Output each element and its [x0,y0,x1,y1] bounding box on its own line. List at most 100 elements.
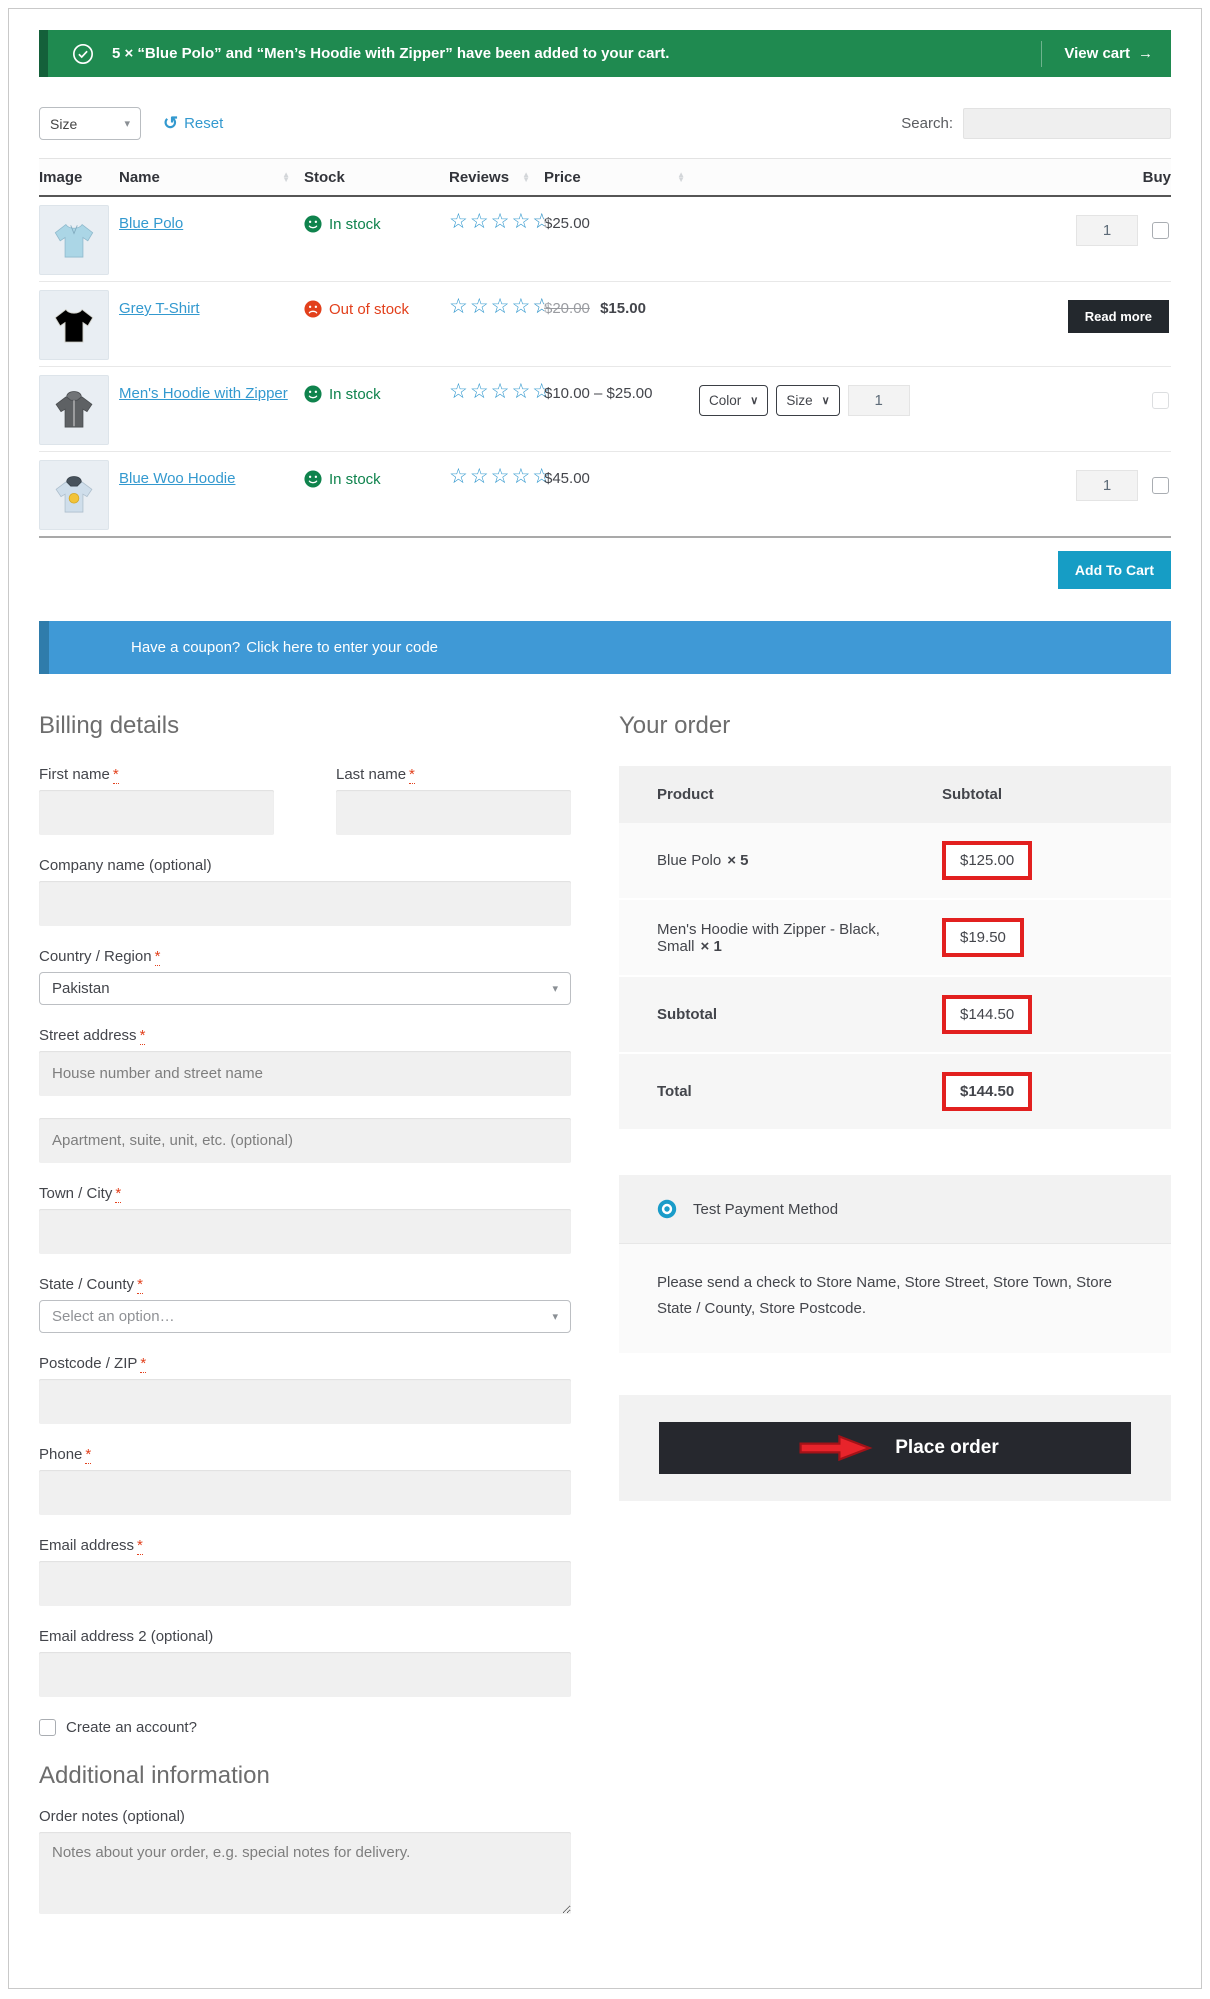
size-filter-value: Size [50,115,78,132]
product-link[interactable]: Grey T-Shirt [119,300,200,317]
city-field[interactable] [39,1209,571,1254]
quantity-input[interactable] [1076,215,1138,246]
product-thumbnail[interactable] [39,205,109,275]
product-link[interactable]: Men's Hoodie with Zipper [119,385,288,402]
item-subtotal: $19.50 [960,929,1006,946]
state-select[interactable]: Select an option… ▾ [39,1300,571,1333]
price: $25.00 [544,215,590,232]
phone-label: Phone * [39,1446,92,1464]
quantity-input[interactable] [847,385,910,416]
order-notes-label: Order notes (optional) [39,1808,185,1825]
postcode-field[interactable] [39,1379,571,1424]
old-price: $20.00 [544,300,590,317]
divider [1041,40,1043,67]
col-name[interactable]: Name ▲ ▼ [119,169,290,186]
sale-price: $15.00 [600,300,646,317]
radio-selected-icon [657,1199,677,1219]
order-section: Your order Product Subtotal Blue Polo × 5… [619,712,1171,1941]
annotation-box: $144.50 [942,1072,1033,1111]
create-account-checkbox[interactable] [39,1719,56,1736]
street-label: Street address * [39,1027,146,1045]
sort-icon[interactable]: ▲ ▼ [282,170,290,184]
chevron-down-icon: ▾ [552,1311,558,1323]
star-rating[interactable]: ☆☆☆☆☆ ☆ [449,295,554,318]
color-variation-select[interactable]: Color ∨ [699,385,769,416]
required-asterisk: * [139,1027,146,1045]
product-link[interactable]: Blue Polo [119,215,184,232]
company-field[interactable] [39,881,571,926]
order-subtotal: $144.50 [960,1006,1015,1023]
street-address-field[interactable] [39,1051,571,1096]
star-rating[interactable]: ☆☆☆☆☆ ☆ [449,210,554,233]
cart-notice: 5 × “Blue Polo” and “Men’s Hoodie with Z… [39,30,1171,77]
table-toolbar: Size ▾ ↺ Reset Search: [39,107,1171,140]
postcode-label: Postcode / ZIP * [39,1355,147,1373]
coupon-link[interactable]: Click here to enter your code [246,639,439,656]
payment-description: Please send a check to Store Name, Store… [619,1244,1171,1353]
chevron-down-icon: ▾ [124,118,130,130]
phone-field[interactable] [39,1470,571,1515]
view-cart-button[interactable]: View cart → [1064,45,1153,62]
country-value: Pakistan [52,980,110,997]
payment-methods: Test Payment Method Please send a check … [619,1175,1171,1353]
stock-status: In stock [304,203,449,233]
product-table: Image Name ▲ ▼ Stock Reviews ▲ ▼ Price ▲ ▼ Buy… [39,158,1171,538]
buy-checkbox[interactable] [1152,477,1169,494]
order-notes-textarea[interactable] [39,1832,571,1914]
smiley-icon [304,385,322,403]
price: $10.00 – $25.00 [544,385,653,402]
buy-checkbox-disabled [1152,392,1169,409]
email-label: Email address * [39,1537,143,1555]
product-link[interactable]: Blue Woo Hoodie [119,470,236,487]
add-to-cart-button[interactable]: Add To Cart [1057,551,1171,589]
size-variation-select[interactable]: Size ∨ [776,385,840,416]
street-address-2-field[interactable] [39,1118,571,1163]
star-rating[interactable]: ☆☆☆☆☆ [449,465,554,488]
reset-icon: ↺ [163,113,179,133]
stock-status: In stock [304,458,449,488]
create-account-row[interactable]: Create an account? [39,1719,571,1736]
annotation-box: $144.50 [942,995,1033,1034]
annotation-box: $19.50 [942,918,1024,957]
order-col-subtotal: Subtotal [942,786,1002,803]
table-row: Blue Woo Hoodie In stock ☆☆☆☆☆ $45.00 [39,452,1171,538]
country-select[interactable]: Pakistan ▾ [39,972,571,1005]
last-name-field[interactable] [336,790,571,835]
sort-icon[interactable]: ▲ ▼ [522,170,530,184]
read-more-button[interactable]: Read more [1067,300,1169,333]
product-thumbnail[interactable] [39,375,109,445]
sort-icon[interactable]: ▲ ▼ [677,170,685,184]
col-price[interactable]: Price ▲ ▼ [544,169,685,186]
stock-status: Out of stock [304,288,449,318]
required-asterisk: * [140,1355,147,1373]
smiley-icon [304,215,322,233]
quantity-input[interactable] [1076,470,1138,501]
last-name-label: Last name * [336,766,415,784]
col-buy: Buy [1142,169,1171,186]
table-row: Grey T-Shirt Out of stock ☆☆☆☆☆ ☆ $20.00 … [39,282,1171,367]
payment-method-label: Test Payment Method [693,1200,839,1218]
email-2-field[interactable] [39,1652,571,1697]
col-reviews[interactable]: Reviews ▲ ▼ [449,169,530,186]
coupon-text: Have a coupon? [131,639,241,656]
reset-filter-link[interactable]: ↺ Reset [163,113,224,133]
company-label: Company name (optional) [39,857,212,874]
chevron-down-icon: ∨ [750,395,759,407]
required-asterisk: * [112,766,119,784]
required-asterisk: * [137,1537,143,1555]
search-input[interactable] [963,108,1171,139]
product-thumbnail[interactable] [39,290,109,360]
email-field[interactable] [39,1561,571,1606]
first-name-field[interactable] [39,790,274,835]
additional-info-title: Additional information [39,1762,270,1789]
check-circle-icon [72,43,94,65]
required-asterisk: * [154,948,161,966]
product-thumbnail[interactable] [39,460,109,530]
place-order-button[interactable]: Place order [659,1421,1131,1474]
star-rating[interactable]: ☆☆☆☆☆ [449,380,554,403]
size-filter-select[interactable]: Size ▾ [39,107,141,140]
smiley-icon [304,470,322,488]
buy-checkbox[interactable] [1152,222,1169,239]
payment-method-option[interactable]: Test Payment Method [619,1175,1171,1244]
required-asterisk: * [409,766,415,784]
